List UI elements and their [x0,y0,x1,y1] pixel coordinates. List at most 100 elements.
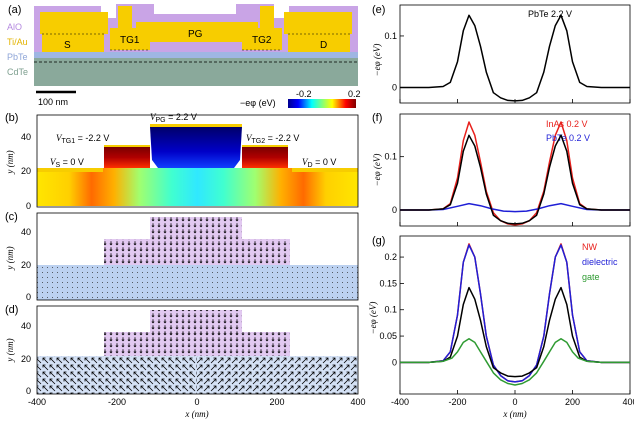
legend-pbte: PbTe [7,52,28,62]
ytick-label-e-0: 0 [392,83,397,93]
panel-d: (d) 0 20 40 y (nm) -400 -200 0 200 400 x… [5,304,366,419]
ytick-b-40: 40 [21,132,31,142]
gate-outline [42,33,350,51]
potential-map-nanowire [37,168,358,206]
xtick-left-n200: -200 [108,397,126,407]
ytick-d-20: 20 [21,354,31,364]
legend-alo: AlO [7,22,22,32]
legend-tiau: Ti/Au [7,37,28,47]
colorbar-max: 0.2 [348,89,361,99]
ytick-c-0: 0 [26,292,31,302]
ytick-c-40: 40 [21,227,31,237]
tg1-stem [118,6,132,28]
xtick-left-400: 400 [350,397,365,407]
panel-d-frame [36,305,359,395]
ytick-label-g-0: 0 [392,357,397,367]
colorbar-min: -0.2 [296,89,312,99]
pg-region [150,127,242,168]
panel-b: (b) VPG = 2.2 V VTG1 = -2.2 V VTG2 = -2.… [5,112,359,211]
legend-g-0: NW [582,242,597,252]
ytick-c-20: 20 [21,260,31,270]
ytick-label-g-2: 0.1 [384,305,397,315]
xtick-label-g-2: 0 [512,397,517,407]
ytick-label-g-4: 0.2 [384,252,397,262]
vpg-label: VPG = 2.2 V [150,112,197,124]
field-arrows-d-left [37,356,197,394]
source-contact [42,34,104,52]
ytick-b-20: 20 [21,166,31,176]
legend-g-1: dielectric [582,257,618,267]
field-arrows-c-top [150,217,242,241]
legend-cdte: CdTe [7,67,28,77]
drain-contact [288,34,350,52]
series-line-f-1 [400,202,630,213]
label-tg2: TG2 [252,35,272,46]
pg-strip [150,124,242,127]
ylabel-c: y (nm) [5,246,15,270]
field-arrows-d-mid [104,332,290,356]
scale-bar-label: 100 nm [38,97,68,107]
xtick-label-g-1: -200 [448,397,466,407]
panel-c: (c) 0 20 40 y (nm) [5,211,359,302]
pbte-layer [34,52,358,58]
ylabel-f: −eφ (eV) [372,154,382,187]
panel-label-b: (b) [5,112,18,124]
vtg1-label: VTG1 = -2.2 V [56,133,109,145]
right-line-plots: 0 0.1 PbTe 2.2 V 0 0.1 InAs 0.2 V PbTe 0.2 V 0 0… [379,4,634,407]
panel-label-d: (d) [5,304,18,316]
ytick-label-e-1: 0.1 [384,31,397,41]
field-arrows-c-mid [104,239,290,265]
series-line-g-1 [400,244,630,383]
panel-label-g: (g) [372,235,385,247]
legend-f-0: InAs 0.2 V [546,119,588,129]
cdte-layer [34,58,358,86]
source-strip [37,168,103,172]
source-top-metal [40,12,108,34]
panel-b-frame [36,114,359,208]
label-s: S [64,40,71,51]
panel-c-frame [36,212,359,301]
label-d: D [320,40,327,51]
xtick-left-n400: -400 [28,397,46,407]
ytick-label-f-1: 0.1 [384,152,397,162]
drain-strip [292,168,358,172]
tg1-strip [104,145,150,147]
ytick-label-f-0: 0 [392,205,397,215]
pg-gate [136,22,258,42]
ytick-label-g-1: 0.05 [379,331,397,341]
ytick-d-0: 0 [26,386,31,396]
xtick-label-g-3: 200 [565,397,580,407]
ylabel-b: y (nm) [5,150,15,174]
label-tg1: TG1 [120,35,140,46]
legend-f-1: PbTe 0.2 V [546,133,590,143]
colorbar-label: −eφ (eV) [240,98,276,108]
vtg2-label: VTG2 = -2.2 V [246,133,299,145]
xtick-left-200: 200 [269,397,284,407]
xlabel-right: x (nm) [502,409,526,419]
drain-top-metal [284,12,352,34]
tg2-stem [260,6,274,28]
xtick-left-0: 0 [194,397,199,407]
label-pg: PG [188,29,203,40]
tg1-region [104,147,150,168]
x-axis-left: -400 -200 0 200 400 x (nm) [28,397,366,419]
ylabel-g: −eφ (eV) [368,302,378,335]
tg2-strip [242,145,288,147]
ylabel-e: −eφ (eV) [372,44,382,77]
colorbar [288,99,356,108]
series-line-e-0 [400,14,630,102]
plot-frame-e [399,4,631,104]
ytick-label-g-3: 0.15 [379,278,397,288]
ytick-d-40: 40 [21,321,31,331]
panel-label-c: (c) [5,211,18,223]
vs-label: VS = 0 V [50,157,84,169]
ytick-b-0: 0 [26,201,31,211]
series-line-g-3 [400,337,630,386]
panel-label-a: (a) [8,4,21,16]
xlabel-left: x (nm) [184,409,208,419]
vd-label: VD = 0 V [302,157,336,169]
panel-label-f: (f) [372,112,382,124]
tg2-region [242,147,288,168]
legend-e-0: PbTe 2.2 V [528,9,572,19]
